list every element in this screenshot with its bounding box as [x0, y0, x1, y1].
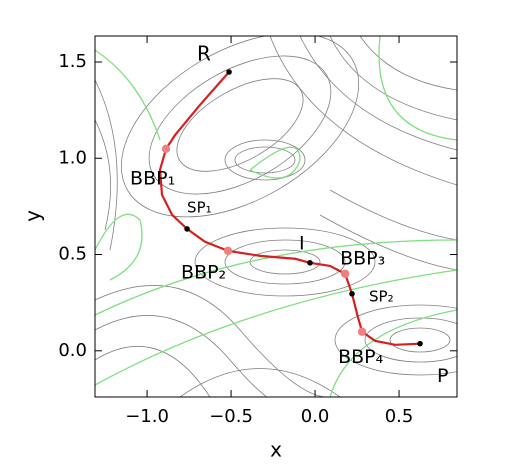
y-axis-label: y [21, 210, 45, 222]
point [226, 69, 232, 75]
point [340, 269, 350, 278]
x-tick-label: −0.5 [209, 406, 253, 427]
point-label: BBP₃ [340, 247, 385, 269]
point-label: I [299, 232, 305, 254]
x-tick-label: 0.0 [301, 406, 330, 427]
point [184, 226, 190, 232]
point-label: R [197, 42, 211, 66]
point [307, 260, 313, 266]
x-tick-label: −1.0 [125, 406, 169, 427]
y-tick-label: 0.0 [58, 340, 87, 361]
plot-frame [94, 35, 458, 398]
point-label: SP₁ [187, 198, 212, 216]
point [349, 291, 355, 297]
point [223, 246, 233, 256]
point [357, 327, 367, 336]
point-label: BBP₄ [338, 346, 384, 368]
y-tick-label: 1.0 [58, 147, 87, 168]
y-tick-label: 0.5 [58, 244, 87, 265]
point [161, 144, 171, 154]
x-axis-label: x [270, 438, 282, 462]
point [417, 340, 423, 347]
y-tick-label: 1.5 [58, 51, 87, 72]
point-label: SP₂ [369, 287, 394, 305]
point-label: P [437, 365, 448, 387]
reaction-path [158, 71, 421, 346]
contours [95, 36, 457, 397]
point-label: BBP₂ [181, 261, 226, 283]
point-label: BBP₁ [130, 167, 175, 189]
x-tick-label: 0.5 [385, 406, 414, 427]
